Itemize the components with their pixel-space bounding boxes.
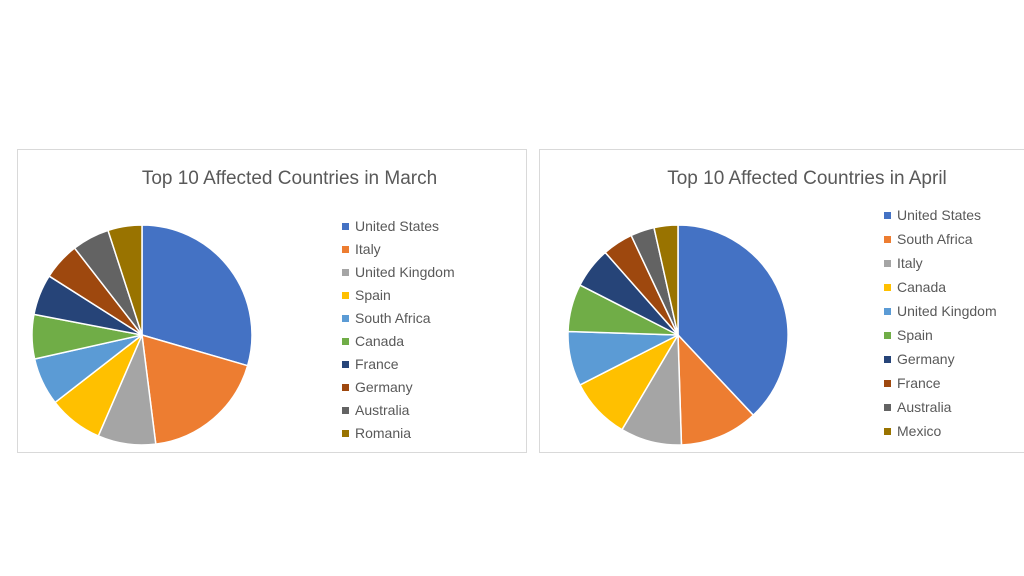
april-chart-panel: Top 10 Affected Countries in April Unite… <box>539 149 1024 453</box>
march-chart-panel: Top 10 Affected Countries in March Unite… <box>17 149 527 453</box>
legend-item-spain: Spain <box>342 284 455 307</box>
legend-label: France <box>355 356 399 372</box>
legend-item-france: France <box>884 371 997 395</box>
legend-label: Italy <box>355 241 381 257</box>
legend-label: France <box>897 375 941 391</box>
legend-label: South Africa <box>355 310 431 326</box>
march-legend: United States Italy United Kingdom Spain Sou… <box>342 215 455 445</box>
legend-item-mexico: Mexico <box>884 419 997 443</box>
legend-label: United Kingdom <box>897 303 997 319</box>
legend-label: United Kingdom <box>355 264 455 280</box>
pie-slice-united-states <box>677 224 789 416</box>
legend-swatch <box>884 331 891 339</box>
legend-label: Canada <box>355 333 405 349</box>
legend-label: Canada <box>897 279 947 295</box>
pie-slice-romania <box>107 224 143 336</box>
legend-swatch <box>884 211 891 219</box>
april-pie <box>567 224 789 446</box>
legend-label: Australia <box>897 399 952 415</box>
legend-swatch <box>342 338 349 345</box>
legend-item-australia: Australia <box>342 399 455 422</box>
legend-item-united-kingdom: United Kingdom <box>884 299 997 323</box>
legend-item-canada: Canada <box>884 275 997 299</box>
legend-swatch <box>884 283 891 291</box>
legend-swatch <box>884 403 891 411</box>
legend-label: Germany <box>355 379 413 395</box>
legend-label: Germany <box>897 351 955 367</box>
pie-slice-mexico <box>653 224 679 336</box>
legend-item-canada: Canada <box>342 330 455 353</box>
legend-item-italy: Italy <box>342 238 455 261</box>
legend-swatch <box>342 361 349 368</box>
legend-item-australia: Australia <box>884 395 997 419</box>
legend-swatch <box>884 307 891 315</box>
legend-item-united-kingdom: United Kingdom <box>342 261 455 284</box>
chart-title: Top 10 Affected Countries in March <box>141 168 438 189</box>
legend-label: South Africa <box>897 231 973 247</box>
legend-label: Romania <box>355 425 412 441</box>
chart-title: Top 10 Affected Countries in April <box>667 168 947 189</box>
pie-slice-italy <box>141 334 249 445</box>
legend-item-france: France <box>342 353 455 376</box>
legend-swatch <box>884 355 891 363</box>
legend-label: Italy <box>897 255 923 271</box>
legend-label: Spain <box>355 287 391 303</box>
legend-swatch <box>884 427 891 435</box>
march-pie <box>31 224 253 446</box>
april-legend: United States South Africa Italy Canada Unit… <box>884 203 997 443</box>
pie-slice-south-africa <box>677 334 755 446</box>
legend-label: Australia <box>355 402 410 418</box>
legend-label: Spain <box>897 327 933 343</box>
legend-item-germany: Germany <box>342 376 455 399</box>
legend-swatch <box>342 430 349 437</box>
legend-swatch <box>884 379 891 387</box>
legend-label: United States <box>355 218 440 234</box>
legend-swatch <box>342 246 349 253</box>
legend-swatch <box>342 292 349 299</box>
legend-swatch <box>342 269 349 276</box>
legend-item-south-africa: South Africa <box>884 227 997 251</box>
legend-label: Mexico <box>897 423 942 439</box>
legend-item-italy: Italy <box>884 251 997 275</box>
legend-label: United States <box>897 207 982 223</box>
legend-swatch <box>342 407 349 414</box>
legend-swatch <box>342 315 349 322</box>
legend-swatch <box>342 384 349 391</box>
legend-item-united-states: United States <box>342 215 455 238</box>
legend-swatch <box>342 223 349 230</box>
legend-swatch <box>884 259 891 267</box>
legend-item-romania: Romania <box>342 422 455 445</box>
legend-item-germany: Germany <box>884 347 997 371</box>
legend-swatch <box>884 235 891 243</box>
legend-item-south-africa: South Africa <box>342 307 455 330</box>
pie-slice-united-states <box>141 224 253 367</box>
legend-item-spain: Spain <box>884 323 997 347</box>
legend-item-united-states: United States <box>884 203 997 227</box>
